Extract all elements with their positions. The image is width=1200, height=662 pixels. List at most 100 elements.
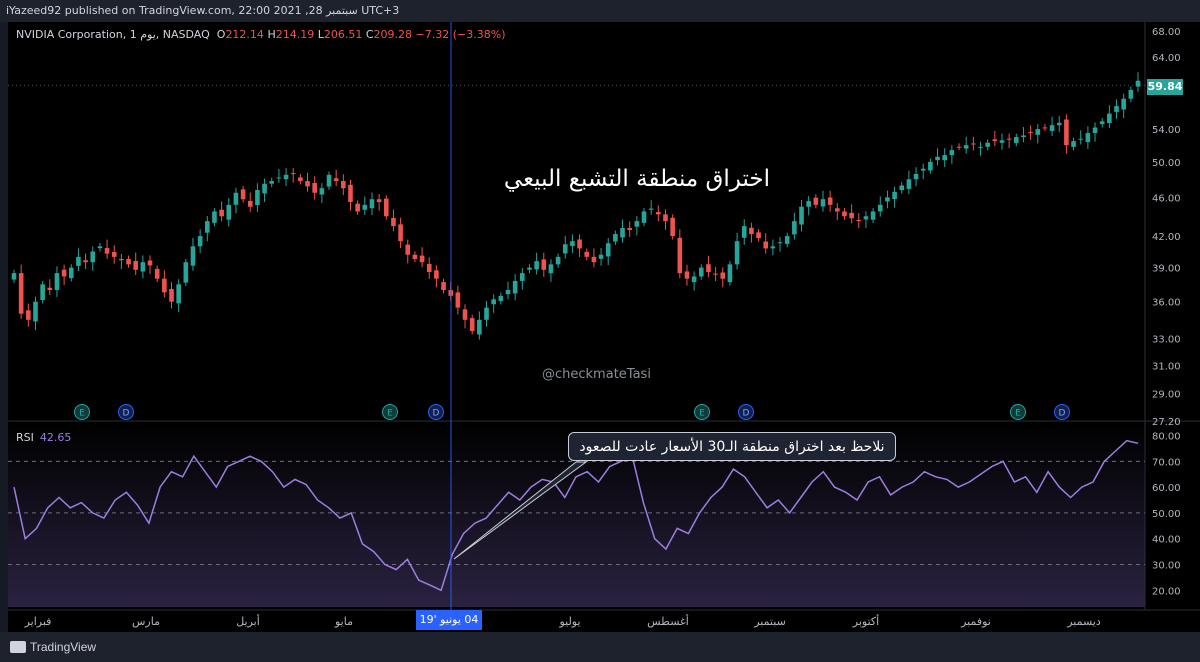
candle	[956, 146, 962, 148]
candle	[1042, 127, 1048, 129]
candle	[348, 184, 353, 203]
candle	[763, 241, 769, 249]
last-price-badge: 59.84	[1147, 79, 1183, 95]
candle	[111, 251, 117, 257]
price-tick-label: 46.00	[1152, 193, 1181, 204]
time-tick-label: مايو	[334, 615, 353, 628]
candle	[620, 228, 625, 238]
candle	[985, 142, 990, 147]
tradingview-logo[interactable]: TradingView	[10, 640, 96, 654]
candle	[319, 188, 325, 195]
candle	[842, 211, 847, 217]
time-tick-label: فبراير	[24, 615, 52, 628]
open-label: O	[216, 28, 226, 41]
time-tick-label: ديسمبر	[1066, 615, 1101, 628]
candle	[627, 228, 632, 231]
published-bar: iYazeed92 published on TradingView.com, …	[0, 0, 1200, 22]
candle	[899, 185, 905, 191]
candle	[749, 227, 754, 235]
candle	[648, 208, 654, 210]
candle	[197, 236, 203, 247]
dividend-icon[interactable]: D	[1054, 404, 1070, 420]
chart-frame[interactable]: 68.00 64.00 54.00 50.00 46.00 42.00 39.00 36.00…	[8, 22, 1200, 632]
dividend-icon[interactable]: D	[118, 404, 134, 420]
candle	[548, 264, 554, 274]
candle	[276, 177, 282, 179]
price-tick-label: 29.00	[1152, 390, 1181, 401]
candle	[247, 200, 253, 207]
candle	[419, 255, 425, 263]
rsi-legend: RSI 42.65	[16, 431, 71, 444]
candle	[61, 269, 67, 277]
candle	[133, 260, 139, 270]
candle	[154, 268, 160, 279]
candle	[426, 263, 432, 273]
event-marker-label: E	[387, 409, 393, 419]
candle	[1107, 113, 1112, 124]
candle	[76, 256, 81, 266]
footer-bar	[0, 632, 1200, 662]
rsi-tick-label: 60.00	[1152, 483, 1181, 494]
earnings-icon[interactable]: E	[1010, 404, 1026, 420]
rsi-tick-label: 30.00	[1152, 560, 1181, 571]
brand-label: TradingView	[30, 640, 97, 654]
candle	[555, 256, 561, 265]
candle	[434, 270, 439, 279]
candle	[527, 267, 532, 270]
rsi-tick-label: 50.00	[1152, 509, 1181, 520]
dividend-icon[interactable]: D	[738, 404, 754, 420]
low-value: 206.51	[323, 28, 363, 41]
price-tick-label: 42.00	[1152, 232, 1181, 243]
earnings-icon[interactable]: E	[74, 404, 90, 420]
earnings-icon[interactable]: E	[694, 404, 710, 420]
candle	[562, 244, 568, 254]
candle	[1049, 125, 1055, 131]
chart-canvas[interactable]: 68.00 64.00 54.00 50.00 46.00 42.00 39.00 36.00…	[8, 22, 1200, 632]
candle	[505, 290, 511, 295]
event-marker-label: D	[1059, 409, 1066, 419]
candle	[1114, 106, 1119, 112]
candle	[169, 288, 174, 302]
candle	[706, 264, 711, 273]
candle	[856, 219, 862, 222]
candle	[885, 197, 890, 202]
earnings-icon[interactable]: E	[382, 404, 398, 420]
time-tick-label: نوفمبر	[960, 615, 991, 628]
rsi-tick-label: 20.00	[1152, 586, 1181, 597]
candle	[40, 284, 45, 300]
time-tick-label: أغسطس	[647, 614, 689, 628]
candle	[971, 143, 976, 145]
candle	[1085, 133, 1091, 143]
time-tick-label: أكتوبر	[852, 614, 879, 628]
candle	[935, 156, 940, 161]
candle	[963, 145, 969, 149]
candle	[54, 273, 60, 291]
candle	[863, 216, 869, 220]
candle	[920, 168, 926, 171]
candle	[398, 224, 403, 242]
candle	[1035, 129, 1041, 135]
candle	[1099, 121, 1105, 125]
event-marker-label: E	[699, 409, 705, 419]
candle	[1071, 141, 1076, 147]
candle	[226, 204, 232, 220]
candle	[441, 282, 446, 291]
candle	[391, 217, 396, 227]
candle	[942, 155, 948, 161]
candle	[813, 197, 819, 205]
dividend-icon[interactable]: D	[428, 404, 444, 420]
candle	[949, 150, 955, 156]
candle	[11, 273, 17, 280]
price-tick-label: 33.00	[1152, 335, 1181, 346]
rsi-label: RSI	[16, 431, 34, 444]
crosshair-date-badge: 04 يونيو '19	[416, 610, 482, 630]
event-marker-label: D	[433, 409, 440, 419]
candle	[219, 209, 224, 217]
candle	[670, 217, 675, 237]
candle	[162, 278, 167, 293]
candle	[269, 181, 275, 184]
callout-annotation[interactable]: نلاحظ بعد اختراق منطقة الـ30 الأسعار عاد…	[568, 432, 896, 461]
candle	[792, 221, 797, 235]
candle	[849, 212, 854, 219]
candle	[240, 189, 246, 200]
